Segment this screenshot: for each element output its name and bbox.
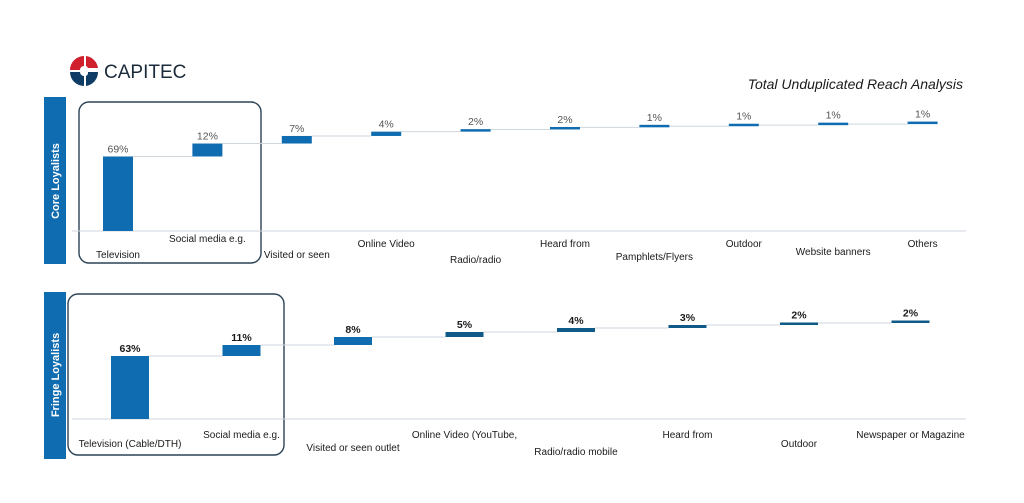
fringe-loyalists-value-label-1: 11% xyxy=(231,332,252,344)
core-loyalists-value-label-3: 4% xyxy=(379,119,394,131)
core-loyalists-category-label-7: Outdoor xyxy=(726,239,763,250)
logo-blue-mark-2 xyxy=(86,72,99,86)
core-loyalists-bar-5 xyxy=(550,126,580,130)
fringe-loyalists-bar-1 xyxy=(222,345,261,356)
core-loyalists-value-label-8: 1% xyxy=(826,110,841,122)
fringe-loyalists-value-label-4: 4% xyxy=(568,315,584,327)
core-loyalists-bar-4 xyxy=(460,129,491,132)
core-loyalists-chart: 69% Television 12% Social media e.g. 7% Visit… xyxy=(72,109,966,266)
fringe-loyalists-category-label-7: Newspaper or Magazine xyxy=(856,430,965,441)
fringe-loyalists-category-label-2: Visited or seen outlet xyxy=(306,443,399,454)
fringe-loyalists-value-label-5: 3% xyxy=(680,312,696,324)
core-loyalists-bar-0 xyxy=(103,156,133,231)
core-loyalists-category-label-4: Radio/radio xyxy=(450,255,502,266)
core-loyalists-value-label-4: 2% xyxy=(468,116,483,128)
core-loyalists-value-label-1: 12% xyxy=(197,131,218,143)
logo-blue-mark xyxy=(70,72,84,86)
core-loyalists-bar-9 xyxy=(907,121,938,125)
fringe-loyalists-value-label-3: 5% xyxy=(457,319,473,331)
logo-red-mark-2 xyxy=(86,56,98,68)
core-loyalists-bar-6 xyxy=(639,124,670,128)
core-loyalists-category-label-3: Online Video xyxy=(358,239,416,250)
core-loyalists-bar-7 xyxy=(728,123,759,127)
fringe-highlight-box xyxy=(67,293,285,456)
fringe-loyalists-bar-7 xyxy=(891,320,930,323)
core-loyalists-value-label-5: 2% xyxy=(557,114,572,126)
core-loyalists-value-label-0: 69% xyxy=(107,143,128,155)
fringe-loyalists-value-label-0: 63% xyxy=(119,343,141,355)
core-highlight-box xyxy=(78,101,262,264)
brand-name: CAPITEC xyxy=(104,62,186,83)
core-loyalists-category-label-9: Others xyxy=(908,239,938,250)
logo-red-mark xyxy=(70,56,84,70)
capitec-logo: CAPITEC xyxy=(70,56,186,86)
fringe-loyalists-value-label-7: 2% xyxy=(903,308,919,320)
core-loyalists-bar-2 xyxy=(281,135,312,144)
fringe-loyalists-bar-4 xyxy=(557,328,595,332)
fringe-loyalists-bar-6 xyxy=(780,322,818,325)
fringe-loyalists-bar-0 xyxy=(111,356,149,419)
fringe-loyalists-chart: 63% Television (Cable/DTH) 11% Social media… xyxy=(72,308,966,458)
page-title: Total Unduplicated Reach Analysis xyxy=(748,76,963,92)
core-side-panel xyxy=(44,97,66,264)
core-loyalists-value-label-2: 7% xyxy=(289,123,304,135)
core-loyalists-value-label-9: 1% xyxy=(915,109,930,121)
fringe-loyalists-category-label-6: Outdoor xyxy=(781,439,818,450)
core-loyalists-value-label-6: 1% xyxy=(647,112,662,124)
fringe-loyalists-bar-5 xyxy=(668,325,707,328)
core-loyalists-bar-1 xyxy=(192,143,223,157)
fringe-loyalists-category-label-3: Online Video (YouTube, xyxy=(412,430,517,441)
core-loyalists-category-label-1: Social media e.g. xyxy=(169,234,246,245)
core-loyalists-category-label-5: Heard from xyxy=(540,239,590,250)
core-panel-label: Core Loyalists xyxy=(50,143,62,219)
fringe-loyalists-category-label-5: Heard from xyxy=(662,430,712,441)
core-loyalists-category-label-8: Website banners xyxy=(796,247,871,258)
core-loyalists-bar-3 xyxy=(371,131,402,136)
core-loyalists-category-label-2: Visited or seen xyxy=(264,250,330,261)
core-loyalists-category-label-6: Pamphlets/Flyers xyxy=(616,252,693,263)
fringe-loyalists-bar-3 xyxy=(445,332,484,337)
fringe-panel-label: Fringe Loyalists xyxy=(50,333,62,417)
fringe-loyalists-category-label-4: Radio/radio mobile xyxy=(534,447,618,458)
fringe-loyalists-category-label-0: Television (Cable/DTH) xyxy=(79,439,182,450)
fringe-loyalists-category-label-1: Social media e.g. xyxy=(203,430,280,441)
fringe-side-panel xyxy=(44,292,66,459)
core-loyalists-bar-8 xyxy=(818,122,849,126)
fringe-loyalists-value-label-2: 8% xyxy=(345,324,361,336)
core-loyalists-category-label-0: Television xyxy=(96,250,140,261)
core-loyalists-value-label-7: 1% xyxy=(736,111,751,123)
fringe-loyalists-value-label-6: 2% xyxy=(791,310,807,322)
fringe-loyalists-bar-2 xyxy=(334,337,372,345)
